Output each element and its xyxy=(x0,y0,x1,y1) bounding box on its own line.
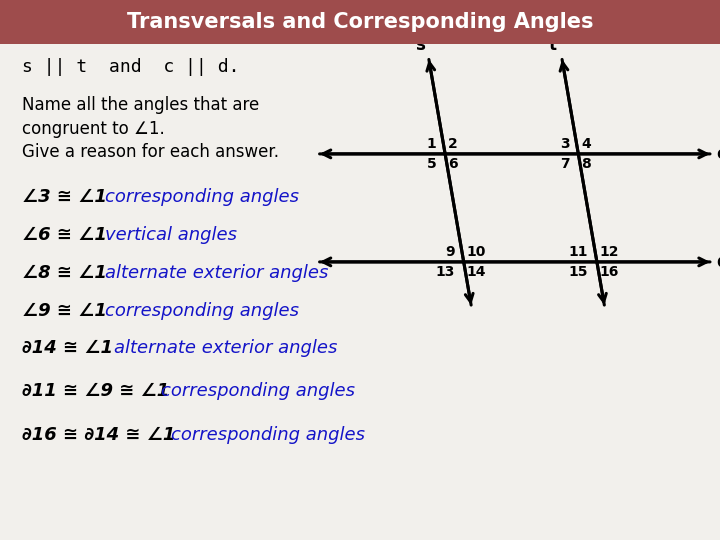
Text: ∂14 ≅ ∠1: ∂14 ≅ ∠1 xyxy=(22,339,112,357)
Text: ∠8 ≅ ∠1: ∠8 ≅ ∠1 xyxy=(22,264,107,282)
Text: corresponding angles: corresponding angles xyxy=(105,301,299,320)
Text: 10: 10 xyxy=(467,245,486,259)
Text: 1: 1 xyxy=(427,137,436,151)
Text: alternate exterior angles: alternate exterior angles xyxy=(105,264,328,282)
Text: 6: 6 xyxy=(448,157,457,171)
Text: 11: 11 xyxy=(569,245,588,259)
Text: 15: 15 xyxy=(569,265,588,279)
Text: corresponding angles: corresponding angles xyxy=(171,426,364,444)
Text: t: t xyxy=(549,36,557,54)
Text: 2: 2 xyxy=(448,137,457,151)
Text: 14: 14 xyxy=(467,265,486,279)
Text: vertical angles: vertical angles xyxy=(105,226,237,244)
Text: ∂11 ≅ ∠9 ≅ ∠1: ∂11 ≅ ∠9 ≅ ∠1 xyxy=(22,382,169,401)
Text: 4: 4 xyxy=(581,137,590,151)
Text: Name all the angles that are: Name all the angles that are xyxy=(22,96,259,114)
Text: ∠9 ≅ ∠1: ∠9 ≅ ∠1 xyxy=(22,301,107,320)
Text: corresponding angles: corresponding angles xyxy=(161,382,355,401)
Text: ∂16 ≅ ∂14 ≅ ∠1: ∂16 ≅ ∂14 ≅ ∠1 xyxy=(22,426,175,444)
Text: 7: 7 xyxy=(560,157,570,171)
Text: Give a reason for each answer.: Give a reason for each answer. xyxy=(22,143,279,161)
Text: Transversals and Corresponding Angles: Transversals and Corresponding Angles xyxy=(127,12,593,32)
Text: 3: 3 xyxy=(560,137,570,151)
Text: 12: 12 xyxy=(600,245,619,259)
Text: 9: 9 xyxy=(446,245,455,259)
Text: corresponding angles: corresponding angles xyxy=(105,188,299,206)
Text: s || t  and  c || d.: s || t and c || d. xyxy=(22,58,239,77)
Text: 5: 5 xyxy=(427,157,436,171)
Text: ∠3 ≅ ∠1: ∠3 ≅ ∠1 xyxy=(22,188,107,206)
Text: ∠6 ≅ ∠1: ∠6 ≅ ∠1 xyxy=(22,226,107,244)
Text: alternate exterior angles: alternate exterior angles xyxy=(114,339,338,357)
Text: s: s xyxy=(415,36,425,54)
Text: 16: 16 xyxy=(600,265,619,279)
Text: 8: 8 xyxy=(581,157,590,171)
FancyBboxPatch shape xyxy=(0,0,720,44)
Text: congruent to ∠1.: congruent to ∠1. xyxy=(22,119,164,138)
Text: d: d xyxy=(716,253,720,271)
Text: c: c xyxy=(716,145,720,163)
Text: 13: 13 xyxy=(436,265,455,279)
